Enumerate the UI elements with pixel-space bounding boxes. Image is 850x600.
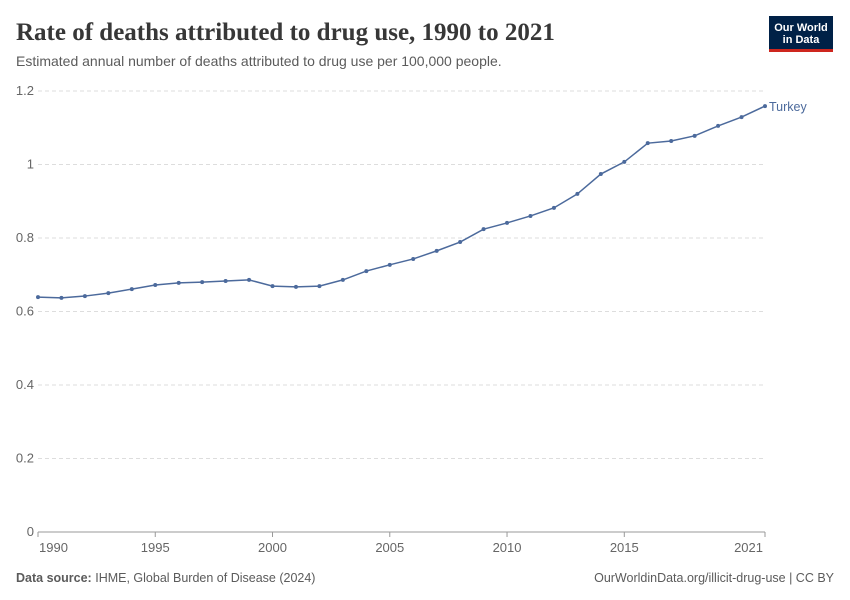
source-label: Data source: xyxy=(16,571,92,585)
data-point xyxy=(598,172,603,177)
logo-stripe xyxy=(769,49,833,52)
x-tick-label: 2010 xyxy=(493,540,522,555)
series-line xyxy=(37,105,766,299)
x-tick-label: 2005 xyxy=(375,540,404,555)
x-tick-label: 1995 xyxy=(141,540,170,555)
source: Data source: IHME, Global Burden of Dise… xyxy=(16,571,315,585)
data-point xyxy=(317,284,322,289)
y-tick-label: 0.2 xyxy=(16,451,34,466)
y-tick-label: 1 xyxy=(27,157,34,172)
data-point xyxy=(692,133,697,138)
data-point xyxy=(36,295,40,300)
data-point xyxy=(575,191,580,196)
data-point xyxy=(481,227,486,232)
data-point xyxy=(434,248,439,253)
x-tick-label: 2015 xyxy=(610,540,639,555)
data-point xyxy=(528,213,533,218)
data-point xyxy=(106,291,111,296)
data-point xyxy=(411,256,416,261)
data-point xyxy=(270,284,275,289)
y-tick-label: 0.4 xyxy=(16,377,34,392)
source-text: IHME, Global Burden of Disease (2024) xyxy=(95,571,315,585)
data-point xyxy=(223,278,228,283)
logo-text: in Data xyxy=(783,34,821,46)
data-point xyxy=(153,283,158,288)
data-point xyxy=(739,115,744,120)
data-point xyxy=(387,262,392,267)
data-point xyxy=(645,141,650,146)
data-point xyxy=(505,220,510,225)
x-tick-label: 2021 xyxy=(734,540,763,555)
data-point xyxy=(176,280,181,285)
chart-title: Rate of deaths attributed to drug use, 1… xyxy=(16,19,555,46)
x-tick-label: 2000 xyxy=(258,540,287,555)
data-point xyxy=(763,104,767,109)
y-tick-label: 0.8 xyxy=(16,230,34,245)
data-point xyxy=(200,280,205,285)
logo-box xyxy=(769,16,833,52)
y-tick-label: 0.6 xyxy=(16,304,34,319)
data-point xyxy=(458,240,463,245)
data-point xyxy=(716,123,721,128)
data-point xyxy=(293,284,298,289)
chart-subtitle: Estimated annual number of deaths attrib… xyxy=(16,53,502,69)
data-point xyxy=(59,295,64,300)
data-point xyxy=(129,287,134,292)
x-tick-label: 1990 xyxy=(39,540,68,555)
url: OurWorldinData.org/illicit-drug-use | CC… xyxy=(594,571,835,585)
logo-text: Our World xyxy=(774,22,828,34)
data-point xyxy=(82,294,87,299)
y-tick-label: 0 xyxy=(27,524,34,539)
data-point xyxy=(340,277,345,282)
data-point xyxy=(551,205,556,210)
data-point xyxy=(669,138,674,143)
data-point xyxy=(364,269,369,274)
data-point xyxy=(622,159,627,164)
series-label: Turkey xyxy=(769,100,807,114)
y-tick-label: 1.2 xyxy=(16,83,34,98)
data-point xyxy=(247,277,252,282)
